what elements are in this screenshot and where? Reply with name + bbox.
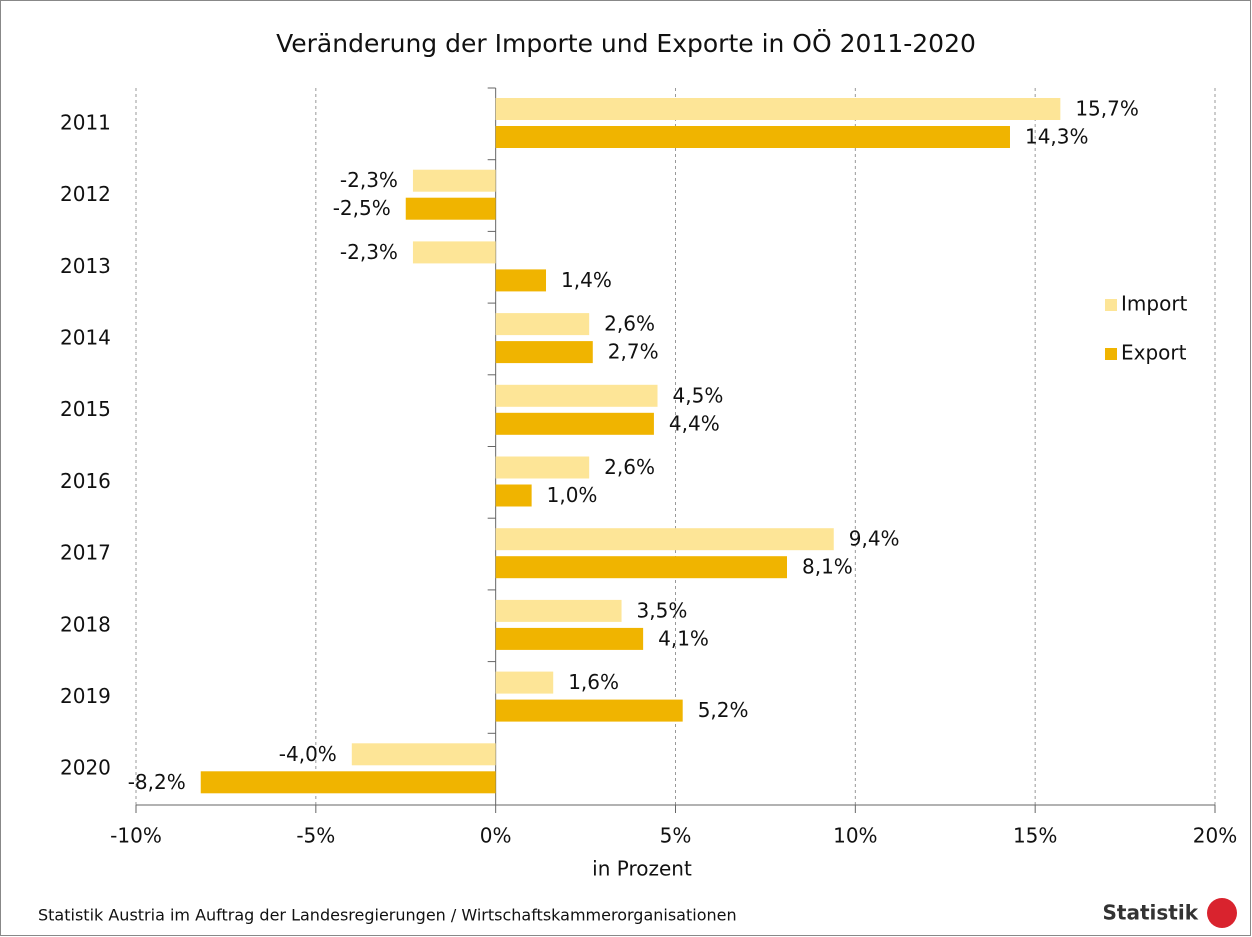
data-label: 1,0% (547, 483, 598, 507)
bar (495, 556, 787, 579)
bar (495, 671, 554, 694)
legend-label: Export (1121, 341, 1187, 365)
data-label: 2,7% (608, 340, 659, 364)
source: Statistik Austria im Auftrag der Landesr… (38, 906, 737, 925)
data-label: 15,7% (1075, 97, 1139, 121)
data-label: -2,5% (333, 196, 391, 220)
y-tick-label: 2015 (60, 397, 111, 421)
y-tick-label: 2014 (60, 325, 111, 349)
bar (412, 169, 496, 192)
bar (200, 771, 496, 794)
y-tick-label: 2018 (60, 612, 111, 636)
y-tick-label: 2011 (60, 110, 111, 134)
bar (495, 484, 532, 507)
legend-swatch (1105, 348, 1117, 360)
data-label: 2,6% (604, 455, 655, 479)
bar (405, 197, 496, 220)
y-tick-label: 2016 (60, 469, 111, 493)
legend-label: Import (1121, 292, 1188, 316)
x-tick-label: -10% (110, 824, 162, 848)
logo: Statistik (1103, 901, 1199, 925)
bar (495, 699, 683, 722)
bar (495, 98, 1061, 120)
y-tick-label: 2019 (60, 684, 111, 708)
bar (495, 456, 590, 479)
data-label: -2,3% (340, 168, 398, 192)
y-tick-label: 2012 (60, 182, 111, 206)
bar (412, 241, 496, 264)
data-label: 8,1% (802, 555, 853, 579)
chart-title: Veränderung der Importe und Exporte in O… (276, 29, 976, 58)
data-label: 4,1% (658, 626, 709, 650)
x-tick-label: 10% (833, 824, 877, 848)
y-tick-label: 2020 (60, 756, 111, 780)
bar (495, 269, 547, 292)
bar (495, 384, 658, 407)
bar (495, 627, 644, 650)
data-label: -8,2% (128, 770, 186, 794)
legend-swatch (1105, 299, 1117, 311)
data-label: 9,4% (849, 527, 900, 551)
data-label: -2,3% (340, 240, 398, 264)
x-tick-label: -5% (296, 824, 335, 848)
bar (495, 412, 654, 435)
x-tick-label: 20% (1193, 824, 1237, 848)
y-tick-label: 2013 (60, 254, 111, 278)
bar (495, 599, 622, 622)
data-label: 5,2% (698, 698, 749, 722)
x-tick-label: 5% (660, 824, 692, 848)
x-tick-label: 15% (1013, 824, 1057, 848)
logo-circle (1207, 898, 1237, 928)
data-label: 4,4% (669, 411, 720, 435)
data-label: 1,6% (568, 670, 619, 694)
bar (495, 341, 593, 364)
data-label: -4,0% (279, 742, 337, 766)
bar (495, 313, 590, 336)
data-label: 3,5% (637, 598, 688, 622)
data-label: 14,3% (1025, 125, 1089, 149)
bar (495, 126, 1010, 148)
data-label: 4,5% (673, 383, 724, 407)
x-axis-label: in Prozent (592, 857, 692, 881)
x-tick-label: 0% (480, 824, 512, 848)
bar (495, 528, 834, 551)
data-label: 2,6% (604, 312, 655, 336)
data-label: 1,4% (561, 268, 612, 292)
y-tick-label: 2017 (60, 541, 111, 565)
bar (351, 743, 496, 766)
